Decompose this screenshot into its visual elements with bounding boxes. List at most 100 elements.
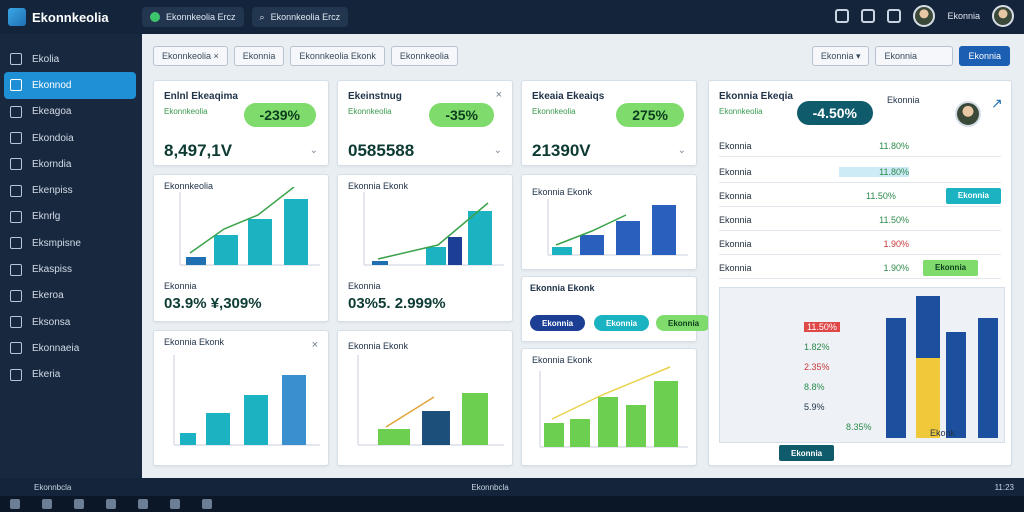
sidebar-item[interactable]: Eksmpisne bbox=[0, 230, 142, 256]
menu-icon bbox=[10, 184, 22, 197]
sidebar-item[interactable]: Ekeroa bbox=[0, 283, 142, 309]
sidebar-item[interactable]: Ekeagoa bbox=[0, 99, 142, 125]
chevron-down-icon[interactable]: ⌄ bbox=[677, 145, 686, 156]
chart-card[interactable]: Ekonnia Ekonk bbox=[521, 348, 697, 466]
list-item[interactable]: Ekonnia 11.80% bbox=[719, 135, 1001, 157]
cell-value: 2.35% bbox=[804, 362, 830, 372]
chart-subtitle: Ekonnia bbox=[164, 281, 197, 291]
cell-value: 5.9% bbox=[804, 402, 825, 412]
sidebar-item[interactable]: Eksonsa bbox=[0, 309, 142, 335]
panel-name: Ekonnia bbox=[887, 95, 920, 105]
list-item[interactable]: Ekonnia 11.50% Ekonnia bbox=[719, 185, 1001, 207]
app-icon[interactable] bbox=[170, 499, 180, 509]
app-icon[interactable] bbox=[202, 499, 212, 509]
sidebar-item[interactable]: Ekeria bbox=[0, 362, 142, 388]
footer-button[interactable]: Ekonnia bbox=[779, 445, 835, 461]
mini-bar-chart bbox=[547, 199, 688, 256]
bar bbox=[448, 237, 462, 265]
bar bbox=[552, 247, 572, 255]
menu-icon bbox=[10, 132, 22, 145]
search-icon: ⌕ bbox=[259, 11, 265, 22]
filter-chip[interactable]: Ekonnkeolia × bbox=[153, 46, 228, 66]
menu-icon bbox=[10, 316, 22, 329]
start-icon[interactable] bbox=[10, 499, 20, 509]
chart-card[interactable]: Ekonnia Ekonk Ekonnia 03%5. 2.999% bbox=[337, 174, 513, 322]
close-icon[interactable]: × bbox=[311, 339, 318, 351]
period-select[interactable]: Ekonnia ▾ bbox=[811, 46, 870, 66]
status-center: Ekonnbcla bbox=[471, 482, 509, 492]
bar bbox=[468, 211, 492, 265]
sidebar-item[interactable]: Ekenpiss bbox=[0, 177, 142, 203]
filter-chip[interactable]: Ekonnia bbox=[233, 46, 285, 66]
kpi-card[interactable]: Ekeinstnug Ekonnkeolia × -35% 0585588 ⌄ bbox=[337, 80, 513, 166]
close-icon[interactable]: × bbox=[495, 89, 502, 101]
bar bbox=[946, 332, 966, 438]
sidebar-item[interactable]: Ekonnaeia bbox=[0, 335, 142, 361]
panel-sub: Ekonnkeolia bbox=[719, 107, 763, 116]
menu-icon bbox=[10, 53, 22, 66]
chart-card[interactable]: Ekonnia Ekonk bbox=[521, 174, 697, 270]
kpi-pct-badge: -239% bbox=[243, 103, 316, 127]
chart-card[interactable]: Ekonnkeolia Ekonnia 03.9% ¥,309% bbox=[153, 174, 329, 322]
bar bbox=[284, 199, 308, 265]
filter-chip[interactable]: Ekonnkeolia Ekonk bbox=[290, 46, 385, 66]
chevron-down-icon[interactable]: ⌄ bbox=[493, 145, 502, 156]
kpi-sub: Ekonnkeolia bbox=[532, 107, 576, 116]
status-text: Ekonnbcla bbox=[34, 482, 72, 492]
kpi-card[interactable]: Enlnl Ekeaqima Ekonnkeolia -239% 8,497,1… bbox=[153, 80, 329, 166]
settings-icon[interactable] bbox=[887, 9, 902, 23]
tag-chip[interactable]: Ekonnia bbox=[656, 315, 712, 331]
kpi-value: 8,497,1V bbox=[164, 141, 233, 160]
avatar[interactable] bbox=[955, 101, 981, 127]
search-tab[interactable]: ⌕ Ekonnkeolia Ercz bbox=[251, 7, 349, 27]
workspace-tab[interactable]: Ekonnkeolia Ercz bbox=[142, 7, 244, 27]
avatar[interactable] bbox=[992, 5, 1014, 27]
list-item[interactable]: Ekonnia 11.50% bbox=[719, 209, 1001, 231]
folder-icon[interactable] bbox=[74, 499, 84, 509]
right-filters: Ekonnia ▾ Ekonnia Ekonnia bbox=[811, 46, 1010, 66]
menu-icon bbox=[10, 237, 22, 250]
list-item[interactable]: Ekonnia 1.90% bbox=[719, 233, 1001, 255]
app-logo[interactable]: Ekonnkeolia bbox=[8, 8, 138, 26]
chart-title: Ekonnia Ekonk bbox=[348, 341, 409, 351]
app-title: Ekonnkeolia bbox=[32, 9, 109, 25]
card-title: Ekonnia Ekonk bbox=[530, 283, 595, 293]
cell-value: 11.50% bbox=[804, 322, 840, 332]
kpi-card[interactable]: Ekeaia Ekeaiqs Ekonnkeolia 275% 21390V ⌄ bbox=[521, 80, 697, 166]
mail-icon[interactable] bbox=[138, 499, 148, 509]
search-icon[interactable] bbox=[42, 499, 52, 509]
sidebar-item[interactable]: Ekondoia bbox=[0, 125, 142, 151]
sidebar-item[interactable]: Ekolia bbox=[0, 46, 142, 72]
notifications-icon[interactable] bbox=[835, 9, 850, 23]
kpi-sub: Ekonnkeolia bbox=[164, 107, 208, 116]
tags-card[interactable]: Ekonnia Ekonk Ekonnia Ekonnia Ekonnia bbox=[521, 276, 712, 342]
trend-up-icon[interactable]: ↗ bbox=[991, 95, 1003, 111]
chat-icon[interactable] bbox=[861, 9, 876, 23]
action-button[interactable]: Ekonnia bbox=[945, 187, 1001, 204]
sidebar-item[interactable]: Ekaspiss bbox=[0, 256, 142, 282]
action-button[interactable]: Ekonnia bbox=[923, 259, 979, 276]
avatar[interactable] bbox=[913, 5, 936, 27]
bar bbox=[616, 221, 640, 255]
browser-icon[interactable] bbox=[106, 499, 116, 509]
chart-card[interactable]: Ekonnia Ekonk × bbox=[153, 330, 329, 466]
tag-chip[interactable]: Ekonnia bbox=[594, 315, 650, 331]
sidebar-item-active[interactable]: Ekonnod bbox=[4, 72, 136, 99]
panel-title: Ekonnia Ekeqia bbox=[719, 91, 793, 102]
bar bbox=[426, 247, 446, 265]
apply-button[interactable]: Ekonnia bbox=[959, 46, 1010, 66]
menu-icon bbox=[10, 263, 22, 276]
chevron-down-icon[interactable]: ⌄ bbox=[309, 145, 318, 156]
list-item[interactable]: Ekonnia 1.90% Ekonnia bbox=[719, 257, 1001, 279]
sidebar-item[interactable]: Ekorndia bbox=[0, 151, 142, 177]
tag-chip[interactable]: Ekonnia bbox=[530, 315, 586, 331]
sidebar-item[interactable]: Eknrlg bbox=[0, 204, 142, 230]
logo-icon bbox=[8, 8, 26, 26]
bar bbox=[598, 397, 618, 447]
filter-chip[interactable]: Ekonnkeolia bbox=[390, 46, 458, 66]
chart-card[interactable]: Ekonnia Ekonk bbox=[337, 330, 513, 466]
trend-line bbox=[377, 202, 489, 260]
search-input[interactable]: Ekonnia bbox=[875, 46, 954, 66]
list-item[interactable]: Ekonnia 11.80% bbox=[719, 161, 1001, 183]
bar bbox=[180, 433, 196, 445]
